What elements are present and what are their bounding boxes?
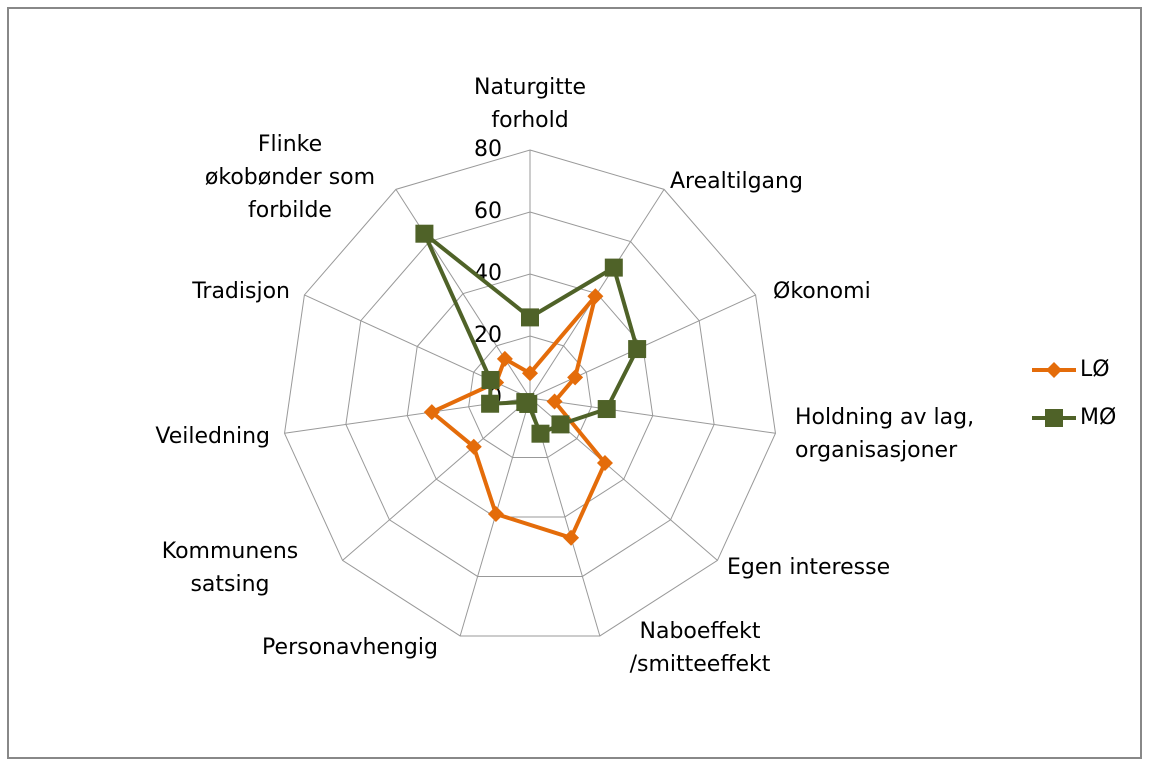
category-label: Egen interesse xyxy=(727,555,890,580)
marker xyxy=(415,224,434,243)
marker xyxy=(487,506,504,523)
category-label: Økonomi xyxy=(773,279,871,304)
category-label: Naturgitte forhold xyxy=(474,75,586,133)
marker xyxy=(496,350,513,367)
marker xyxy=(516,393,535,412)
marker xyxy=(465,438,482,455)
category-label: Kommunens satsing xyxy=(162,539,298,597)
legend-label: MØ xyxy=(1080,405,1116,430)
category-label: Naboeffekt/smitteeffekt xyxy=(630,619,771,677)
spoke xyxy=(529,397,776,434)
marker xyxy=(481,370,500,389)
marker xyxy=(567,369,584,386)
series-line xyxy=(422,231,640,436)
category-label: Tradisjon xyxy=(191,279,290,304)
marker xyxy=(521,308,539,327)
marker xyxy=(481,394,500,413)
grid-ring xyxy=(468,335,592,458)
marker xyxy=(551,415,570,434)
spoke xyxy=(342,397,531,561)
marker xyxy=(563,529,580,546)
marker xyxy=(1045,409,1063,427)
marker xyxy=(597,400,616,419)
y-tick-label: 20 xyxy=(474,323,502,348)
category-label: Personavhengig xyxy=(262,635,438,660)
marker xyxy=(531,424,550,443)
marker xyxy=(604,258,623,277)
category-label: Veiledning xyxy=(155,424,270,449)
y-tick-label: 80 xyxy=(474,137,502,162)
marker xyxy=(596,454,613,471)
marker xyxy=(628,340,647,359)
marker xyxy=(546,393,563,410)
legend-label: LØ xyxy=(1080,357,1110,382)
grid-ring xyxy=(345,211,715,577)
category-label: Flinke økobønder som forbilde xyxy=(205,132,375,223)
category-label: Holdning av lag, organisasjoner xyxy=(795,405,974,463)
grid-ring xyxy=(284,149,776,637)
marker xyxy=(587,288,604,305)
category-label: Arealtilgang xyxy=(670,169,803,194)
marker xyxy=(522,365,538,382)
marker xyxy=(423,404,440,421)
y-tick-label: 60 xyxy=(474,199,502,224)
marker xyxy=(1046,362,1062,378)
